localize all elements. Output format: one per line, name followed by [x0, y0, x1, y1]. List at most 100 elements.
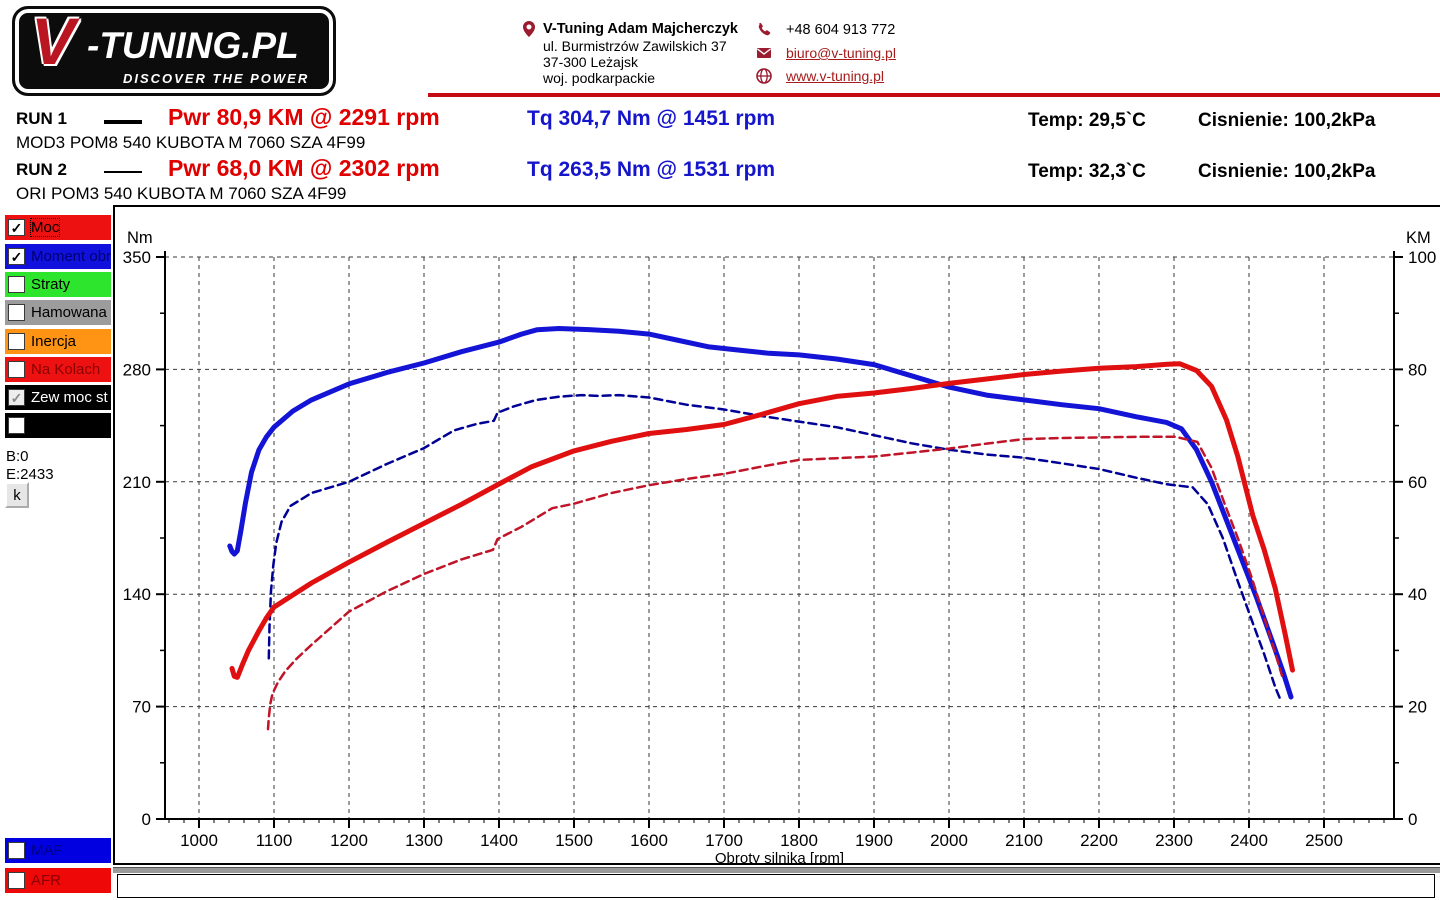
svg-text:Nm: Nm [127, 229, 153, 247]
b-counter: B:0 [6, 448, 29, 465]
checkbox-moc[interactable]: ✓ [8, 219, 25, 236]
legend-row-hamowana[interactable]: Hamowana [5, 300, 111, 325]
svg-text:2000: 2000 [930, 831, 968, 850]
legend-label-moment-obr: Moment obr [31, 248, 111, 265]
svg-text:1300: 1300 [405, 831, 443, 850]
svg-text:2300: 2300 [1155, 831, 1193, 850]
legend-label-moc: Moc [29, 218, 61, 237]
svg-text:1600: 1600 [630, 831, 668, 850]
email-icon [757, 48, 771, 58]
run1-power-value: Pwr 80,9 KM @ 2291 rpm [168, 104, 440, 130]
e-counter: E:2433 [6, 466, 54, 483]
run1-pressure: Cisnienie: 100,2kPa [1198, 110, 1376, 131]
checkbox-empty[interactable] [8, 417, 25, 434]
contact-name: V-Tuning Adam Majcherczyk [543, 21, 738, 37]
legend-label-afr: AFR [31, 872, 61, 889]
legend-label-zew-moc: Zew moc st [31, 389, 108, 406]
contact-address1: ul. Burmistrzów Zawilskich 37 [543, 38, 727, 54]
checkmark: ✓ [10, 248, 23, 265]
status-bar[interactable] [117, 874, 1435, 898]
legend-row-straty[interactable]: Straty [5, 272, 111, 297]
checkbox-moment-obr[interactable]: ✓ [8, 248, 25, 265]
logo-v-glyph: V [31, 4, 76, 78]
k-button[interactable]: k [5, 482, 29, 508]
globe-icon [756, 68, 772, 84]
run1-label: RUN 1 [16, 109, 68, 128]
run1-line-swatch [104, 120, 142, 124]
vtuning-logo: V -TUNING.PL DISCOVER THE POWER [12, 4, 336, 96]
svg-text:0: 0 [1408, 810, 1417, 829]
checkbox-afr[interactable] [8, 872, 25, 889]
checkbox-hamowana[interactable] [8, 304, 25, 321]
svg-text:1000: 1000 [180, 831, 218, 850]
svg-text:40: 40 [1408, 585, 1427, 604]
checkmark: ✓ [10, 389, 23, 406]
run1-description: MOD3 POM8 540 KUBOTA M 7060 SZA 4F99 [16, 133, 366, 152]
svg-text:Obroty silnika [rpm]: Obroty silnika [rpm] [715, 850, 844, 863]
logo-wordmark: -TUNING.PL [87, 25, 299, 66]
legend-row-empty[interactable] [5, 413, 111, 438]
legend-label-hamowana: Hamowana [31, 304, 107, 321]
svg-text:1400: 1400 [480, 831, 518, 850]
dyno-chart-panel: 0 70 140 210 280 350 0 20 40 60 80 100 1000 1100 1200 1… [113, 205, 1440, 867]
svg-text:70: 70 [132, 698, 151, 717]
checkbox-straty[interactable] [8, 276, 25, 293]
legend-row-afr[interactable]: AFR [5, 868, 111, 893]
run2-description: ORI POM3 540 KUBOTA M 7060 SZA 4F99 [16, 184, 347, 203]
legend-label-straty: Straty [31, 276, 71, 293]
svg-text:210: 210 [123, 473, 151, 492]
location-pin-icon [523, 21, 535, 37]
contact-address3: woj. podkarpackie [543, 70, 656, 86]
svg-text:350: 350 [123, 248, 151, 267]
svg-text:20: 20 [1408, 698, 1427, 717]
svg-text:80: 80 [1408, 360, 1427, 379]
svg-text:2400: 2400 [1230, 831, 1268, 850]
curve-run-2-moment-obrotowy-nm- [267, 393, 1283, 704]
svg-text:140: 140 [123, 585, 151, 604]
svg-text:1100: 1100 [256, 831, 293, 850]
run1-torque-value: Tq 304,7 Nm @ 1451 rpm [527, 107, 776, 130]
svg-text:100: 100 [1408, 248, 1436, 267]
svg-text:0: 0 [142, 810, 151, 829]
svg-text:1900: 1900 [855, 831, 893, 850]
svg-text:280: 280 [123, 360, 151, 379]
legend-row-zew-moc[interactable]: ✓ Zew moc st [5, 385, 111, 410]
svg-text:1700: 1700 [705, 831, 743, 850]
checkmark: ✓ [10, 219, 23, 236]
checkbox-zew-moc[interactable]: ✓ [8, 389, 25, 406]
svg-text:1800: 1800 [780, 831, 818, 850]
email-link[interactable]: biuro@v-tuning.pl [786, 45, 896, 61]
legend-row-moment-obr[interactable]: ✓ Moment obr [5, 244, 111, 269]
svg-text:60: 60 [1408, 473, 1427, 492]
svg-text:2500: 2500 [1305, 831, 1343, 850]
checkbox-maf[interactable] [8, 842, 25, 859]
svg-text:2200: 2200 [1080, 831, 1118, 850]
run2-label: RUN 2 [16, 160, 68, 179]
legend-row-maf[interactable]: MAF [5, 838, 111, 863]
run2-line-swatch [104, 171, 142, 173]
contact-phone: +48 604 913 772 [786, 22, 896, 38]
run2-temp: Temp: 32,3`C [1028, 161, 1146, 182]
curve-run-1-moc-km- [229, 361, 1295, 680]
legend-row-inercja[interactable]: Inercja [5, 329, 111, 354]
header-red-divider [428, 93, 1440, 97]
legend-row-moc[interactable]: ✓ Moc [5, 215, 111, 240]
checkbox-inercja[interactable] [8, 333, 25, 350]
legend-label-maf: MAF [31, 842, 63, 859]
curve-run-2-moc-km- [266, 435, 1284, 731]
checkbox-na-kolach[interactable] [8, 361, 25, 378]
svg-text:1500: 1500 [555, 831, 593, 850]
dyno-chart: 0 70 140 210 280 350 0 20 40 60 80 100 1000 1100 1200 1… [123, 229, 1437, 867]
svg-text:KM: KM [1406, 229, 1431, 247]
website-link[interactable]: www.v-tuning.pl [786, 68, 885, 84]
panel-bottom-strip [113, 867, 1440, 873]
svg-text:1200: 1200 [330, 831, 368, 850]
contact-address2: 37-300 Leżajsk [543, 54, 638, 70]
svg-text:2100: 2100 [1005, 831, 1043, 850]
legend-label-na-kolach: Na Kolach [31, 361, 101, 378]
run2-power-value: Pwr 68,0 KM @ 2302 rpm [168, 155, 440, 181]
run2-torque-value: Tq 263,5 Nm @ 1531 rpm [527, 158, 776, 181]
legend-row-na-kolach[interactable]: Na Kolach [5, 357, 111, 382]
logo-tagline: DISCOVER THE POWER [123, 71, 310, 86]
